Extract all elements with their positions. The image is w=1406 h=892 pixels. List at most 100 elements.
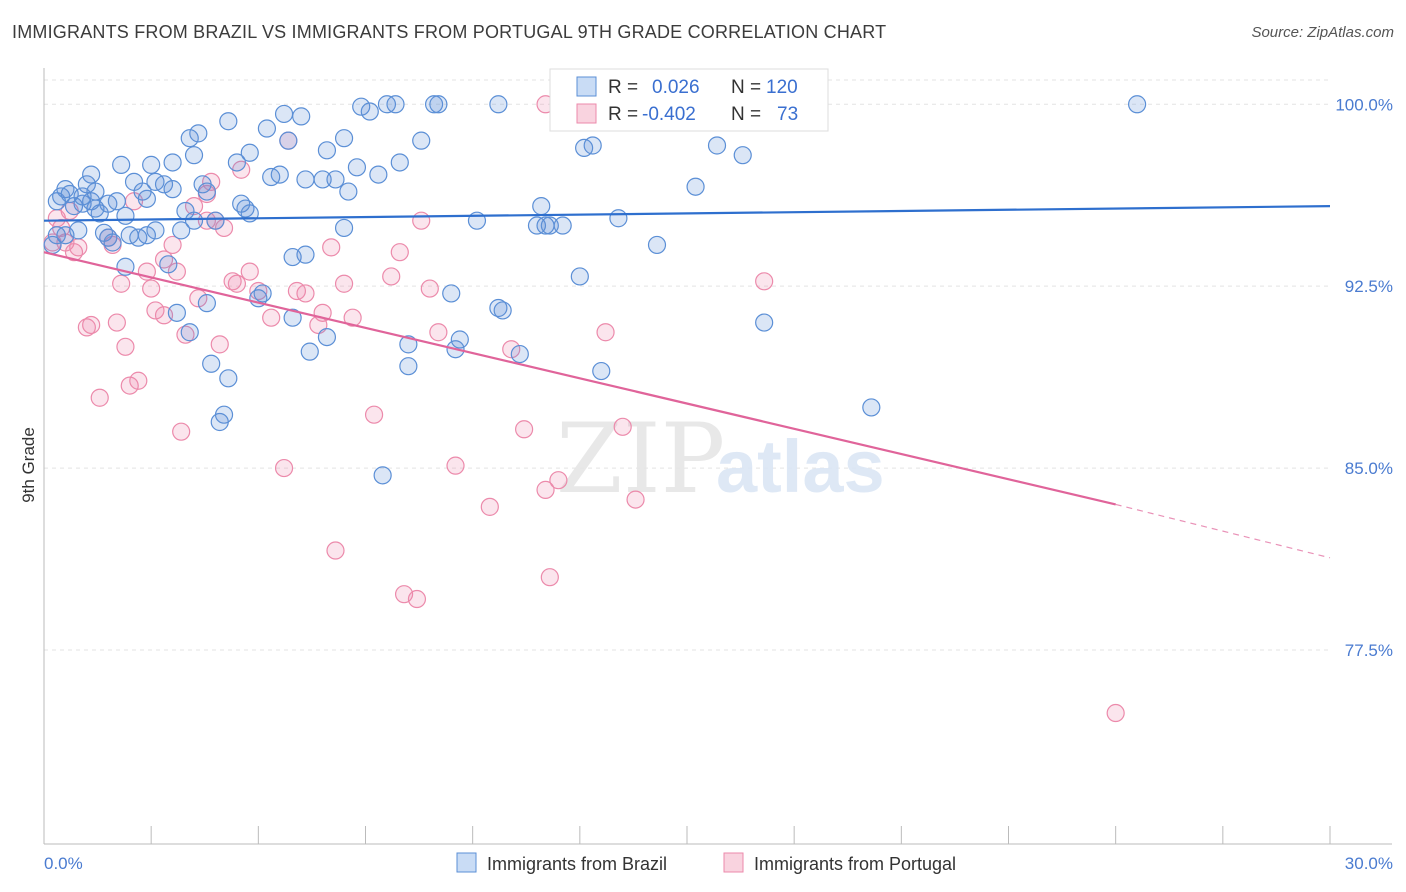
brazil-point-101 [570, 267, 589, 286]
portugal-point-50 [382, 267, 401, 286]
brazil-point-78 [369, 165, 388, 184]
brazil-point-75 [347, 158, 367, 177]
brazil-point-66 [296, 245, 315, 264]
portugal-point-36 [240, 262, 259, 281]
y-tick-label-0: 100.0% [1335, 95, 1393, 114]
portugal-point-13 [112, 274, 131, 293]
brazil-point-117 [184, 211, 204, 230]
brazil-point-108 [707, 136, 727, 155]
brazil-point-115 [129, 228, 148, 247]
x-tick-label-0: 0.0% [44, 854, 83, 873]
portugal-point-53 [407, 589, 427, 609]
trend-layer [43, 205, 1331, 559]
brazil-point-31 [159, 255, 178, 274]
brazil-point-112 [862, 398, 881, 417]
brazil-point-100 [553, 216, 572, 235]
portugal-point-24 [172, 422, 191, 441]
brazil-point-116 [73, 187, 92, 206]
portugal-points [43, 95, 1125, 723]
brazil-point-83 [399, 357, 418, 376]
portugal-point-62 [540, 568, 559, 587]
portugal-point-45 [322, 238, 341, 257]
brazil-point-109 [733, 146, 752, 165]
brazil-point-67 [300, 342, 319, 361]
watermark-zip: ZIP [556, 403, 725, 515]
brazil-point-119 [56, 226, 75, 245]
brazil-point-18 [107, 192, 126, 211]
stats-portugal-n-label: N = [731, 104, 761, 125]
legend-portugal-label[interactable]: Immigrants from Portugal [754, 854, 956, 874]
brazil-point-118 [86, 199, 105, 218]
legend-portugal-swatch[interactable] [723, 852, 744, 873]
brazil-point-82 [390, 153, 409, 172]
brazil-point-97 [532, 197, 551, 216]
stats-portugal-r-value: -0.402 [642, 104, 696, 125]
stats-brazil-r-label: R = [608, 77, 638, 98]
brazil-point-99 [540, 216, 559, 235]
portugal-point-31 [210, 335, 229, 354]
brazil-points [43, 95, 1147, 485]
x-tick-label-1: 30.0% [1345, 854, 1393, 873]
brazil-point-107 [686, 177, 705, 196]
portugal-point-12 [107, 313, 126, 332]
brazil-point-34 [167, 303, 186, 322]
stats-brazil-n-label: N = [731, 77, 761, 98]
brazil-point-68 [313, 170, 332, 189]
brazil-point-45 [206, 211, 225, 230]
brazil-point-44 [202, 354, 221, 373]
portugal-point-49 [364, 405, 384, 424]
brazil-point-71 [326, 170, 345, 189]
portugal-point-65 [613, 417, 632, 436]
y-tick-label-1: 92.5% [1345, 277, 1393, 296]
brazil-point-69 [317, 327, 337, 347]
legend-brazil-swatch[interactable] [456, 852, 477, 873]
brazil-point-19 [112, 155, 131, 174]
brazil-point-32 [163, 180, 182, 199]
brazil-point-73 [334, 129, 354, 148]
portugal-point-64 [596, 323, 615, 342]
portugal-point-8 [82, 315, 101, 335]
brazil-point-28 [146, 221, 165, 240]
brazil-point-95 [510, 344, 529, 364]
portugal-point-66 [626, 490, 645, 509]
portugal-point-63 [549, 471, 568, 490]
portugal-point-51 [390, 243, 409, 262]
brazil-point-88 [442, 284, 461, 303]
chart-title: IMMIGRANTS FROM BRAZIL VS IMMIGRANTS FRO… [12, 22, 887, 42]
watermark: ZIP atlas [556, 403, 885, 515]
brazil-point-77 [360, 102, 379, 121]
brazil-point-20 [116, 206, 135, 225]
brazil-point-113 [1127, 95, 1147, 114]
brazil-point-94 [493, 301, 512, 320]
brazil-point-33 [163, 153, 182, 172]
portugal-point-60 [515, 420, 534, 439]
brazil-point-104 [609, 209, 628, 228]
legend: Immigrants from Brazil Immigrants from P… [456, 852, 956, 874]
portugal-point-61 [536, 480, 555, 499]
brazil-point-74 [339, 182, 358, 201]
stats-box: R = 0.026 N = 120 R = -0.402 N = 73 [549, 68, 829, 132]
portugal-point-56 [429, 323, 448, 342]
portugal-point-34 [227, 274, 246, 293]
portugal-point-57 [446, 456, 465, 475]
portugal-point-46 [326, 541, 345, 560]
portugal-point-39 [274, 458, 294, 478]
brazil-point-93 [489, 95, 508, 114]
legend-brazil-label[interactable]: Immigrants from Brazil [487, 854, 667, 874]
portugal-point-48 [343, 308, 362, 327]
portugal-trend-extension [1115, 503, 1331, 559]
y-axis-label: 9th Grade [19, 427, 38, 503]
stats-portugal-swatch [576, 103, 597, 124]
brazil-point-62 [283, 308, 302, 327]
brazil-point-60 [274, 104, 294, 124]
brazil-point-17 [103, 233, 122, 252]
brazil-point-57 [257, 119, 277, 138]
brazil-point-47 [214, 405, 234, 424]
y-tick-label-2: 85.0% [1345, 459, 1393, 478]
portugal-point-59 [502, 340, 521, 359]
brazil-point-114 [575, 138, 594, 158]
brazil-point-26 [137, 189, 156, 208]
portugal-point-47 [334, 274, 354, 293]
brazil-point-72 [334, 218, 354, 238]
brazil-point-48 [219, 112, 238, 131]
